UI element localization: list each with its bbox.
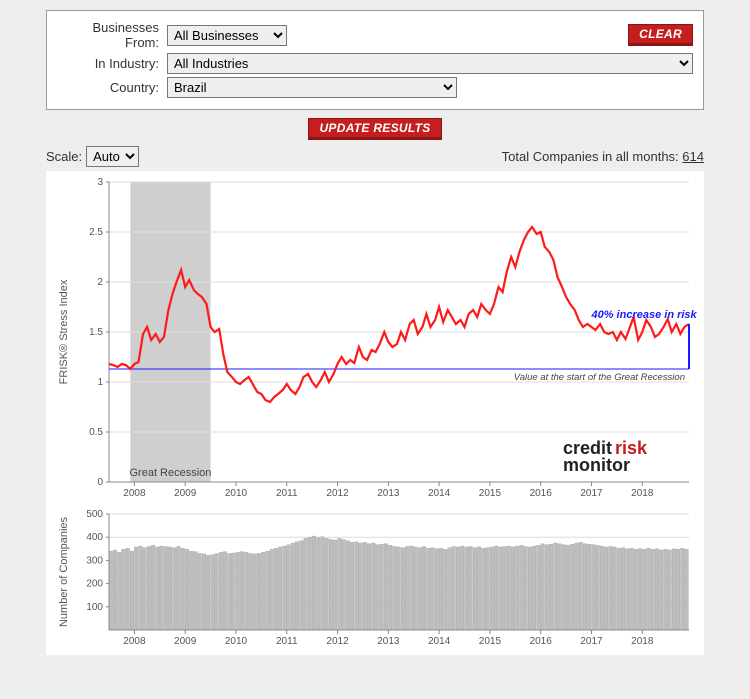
svg-text:3: 3 [97,177,103,188]
country-label: Country: [57,80,167,95]
svg-text:2018: 2018 [631,636,654,647]
svg-text:2015: 2015 [479,636,502,647]
update-results-button[interactable]: UPDATE RESULTS [308,118,441,140]
businesses-label: Businesses From: [57,20,167,50]
stress-index-chart: 0 0.5 1 1.5 2 2.5 3 2008 2009 2010 2011 2012 2013 201… [47,172,703,506]
svg-text:2015: 2015 [479,488,502,499]
svg-text:2011: 2011 [276,488,298,499]
svg-text:40% increase in risk: 40% increase in risk [590,309,697,321]
svg-text:2009: 2009 [174,488,197,499]
scale-select[interactable]: Auto [86,146,139,167]
svg-text:2012: 2012 [326,636,349,647]
svg-text:2016: 2016 [530,488,553,499]
scale-label: Scale: [46,149,82,164]
svg-text:2: 2 [97,277,103,288]
svg-text:2017: 2017 [580,488,603,499]
svg-text:2017: 2017 [580,636,603,647]
filter-panel: Businesses From: All Businesses CLEAR In… [46,10,704,110]
svg-text:2010: 2010 [225,488,248,499]
svg-text:2014: 2014 [428,488,451,499]
svg-text:2014: 2014 [428,636,451,647]
businesses-select[interactable]: All Businesses [167,25,287,46]
svg-text:FRISK® Stress Index: FRISK® Stress Index [58,279,70,384]
clear-button[interactable]: CLEAR [628,24,693,46]
svg-text:300: 300 [86,555,103,566]
svg-text:2.5: 2.5 [89,227,103,238]
svg-text:2011: 2011 [276,636,298,647]
total-companies: Total Companies in all months: 614 [502,149,704,164]
companies-bar-chart: 100 200 300 400 500 2008 2009 2010 2011 2012 2013 2… [47,506,703,654]
svg-text:2009: 2009 [174,636,197,647]
svg-text:200: 200 [86,579,103,590]
svg-text:1: 1 [97,377,103,388]
svg-text:2008: 2008 [123,636,146,647]
svg-text:100: 100 [86,602,103,613]
chart-container: 0 0.5 1 1.5 2 2.5 3 2008 2009 2010 2011 2012 2013 201… [46,171,704,655]
svg-text:2013: 2013 [377,488,400,499]
svg-text:2010: 2010 [225,636,248,647]
svg-text:2018: 2018 [631,488,654,499]
svg-text:1.5: 1.5 [89,327,103,338]
svg-text:2012: 2012 [326,488,349,499]
svg-text:Value at the start of the Grea: Value at the start of the Great Recessio… [514,372,685,383]
industry-select[interactable]: All Industries [167,53,693,74]
svg-text:Number of Companies: Number of Companies [58,516,70,627]
svg-text:2016: 2016 [530,636,553,647]
industry-label: In Industry: [57,56,167,71]
svg-text:2013: 2013 [377,636,400,647]
svg-text:400: 400 [86,532,103,543]
svg-text:0.5: 0.5 [89,427,103,438]
svg-text:Great Recession: Great Recession [129,467,211,479]
svg-text:2008: 2008 [123,488,146,499]
svg-text:monitor: monitor [563,455,630,475]
svg-text:500: 500 [86,509,103,520]
country-select[interactable]: Brazil [167,77,457,98]
svg-text:0: 0 [97,477,103,488]
